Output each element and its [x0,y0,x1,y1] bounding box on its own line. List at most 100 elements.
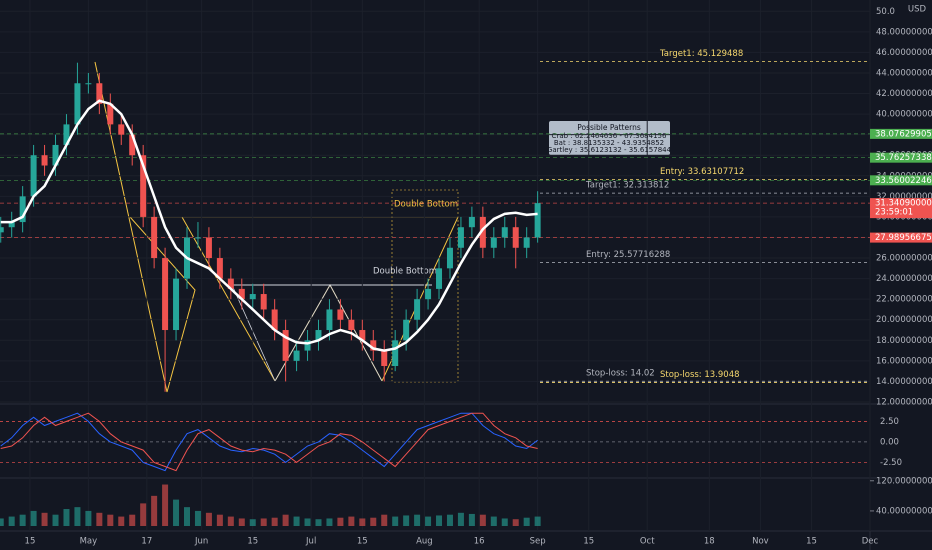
volume-bar [315,519,322,526]
candle-body [337,309,344,320]
candle-body [436,268,443,289]
oscillator-line [0,412,538,472]
volume-bar [162,484,169,526]
candle-body [479,216,486,248]
volume-bar [8,516,15,526]
volume-bar [205,512,212,526]
candle-body [326,309,333,331]
candle-body [282,330,289,361]
price-tag-label: 33.56002246 [875,176,932,186]
y-tick-label: 16.00000000 [876,356,932,366]
candle-body [490,237,497,248]
y-tick-label: 44.00000000 [876,68,932,78]
candle-body [304,340,311,351]
popup [549,121,670,155]
candle-body [348,319,355,331]
y-tick-label: 48.00000000 [876,27,932,37]
volume-bar [523,517,530,526]
candle-body [249,294,256,300]
volume-tick-label: 120.00000000 [876,476,932,486]
volume-bar [260,518,267,526]
volume-bar [392,516,399,526]
x-tick-label: 15 [357,537,368,547]
volume-bar [337,517,344,526]
x-tick-label: Sep [530,537,546,547]
level-label: Stop-loss: 13.9048 [660,370,740,380]
y-tick-label: 22.00000000 [876,295,932,305]
range-box [391,189,459,383]
candle-body [0,227,4,233]
candle-body [162,258,169,331]
y-tick-label: 46.00000000 [876,48,932,58]
candle-body [457,227,464,248]
y-tick-label: 40.00000000 [876,110,932,120]
candle-body [8,222,15,228]
candle-body [271,309,278,331]
candle-body [425,288,432,300]
y-tick-label: 12.00000000 [876,398,932,408]
volume-tick-label: 40.00000000 [876,506,932,516]
candle-body [173,278,180,331]
price-tag-label: 38.07629905 [875,129,932,139]
volume-bar [173,499,180,526]
candle-body [216,258,223,279]
candle-body [205,237,212,259]
y-tick-label: 20.00000000 [876,315,932,325]
level-label: Entry: 33.63107712 [660,167,744,177]
volume-bar [52,514,59,526]
volume-bar [512,519,519,526]
price-tag [870,175,932,186]
volume-bar [249,519,256,526]
level-label: Entry: 25.57716288 [586,250,670,260]
candle-body [52,144,59,166]
volume-bar [446,514,453,526]
candle-body [446,247,453,269]
volume-bar [0,518,4,526]
y-tick-label: 26.00000000 [876,254,932,264]
candle-body [534,203,541,238]
popup-line: Gartley : 35.6123132 - 35.6157844 [547,146,672,154]
double-bottom-pattern [231,284,383,382]
volume-bar [304,518,311,526]
level-label: Target1: 32.313812 [585,181,669,191]
volume-bar [63,509,70,526]
price-tag [870,198,932,219]
volume-bar [184,507,191,526]
moving-average [0,99,538,352]
volume-bar [238,518,245,526]
y-tick-label: 24.00000000 [876,274,932,284]
candle-body [41,155,48,166]
candle-body [523,237,530,248]
candle-body [359,330,366,341]
candle-body [293,350,300,361]
candle-body [260,294,267,310]
x-tick-label: 15 [247,537,258,547]
oscillator-line [0,412,538,472]
price-tag-label: 35.76257338 [875,153,932,163]
volume-bar [490,516,497,526]
x-tick-label: 15 [583,537,594,547]
volume-bar [436,515,443,526]
volume-bar [96,512,103,526]
candle-body [315,330,322,341]
candle-body [227,278,234,289]
volume-bar [370,517,377,526]
volume-bar [457,512,464,526]
candle-body [96,83,103,104]
volume-bar [381,514,388,526]
level-label: Target1: 45.129488 [659,49,743,59]
x-tick-label: Aug [416,537,433,547]
price-tag-label: 27.98956675 [875,233,932,243]
candle-body [118,124,125,135]
candle-body [403,319,410,341]
osc-tick-label: 2.50 [880,417,899,427]
x-tick-label: 18 [704,537,715,547]
candle-body [381,350,388,367]
annotation: Double Bottom [394,200,458,210]
candle-body [19,196,26,223]
volume-bar [282,514,289,526]
price-tag [870,128,932,139]
x-tick-label: May [80,537,98,547]
volume-bar [293,516,300,526]
